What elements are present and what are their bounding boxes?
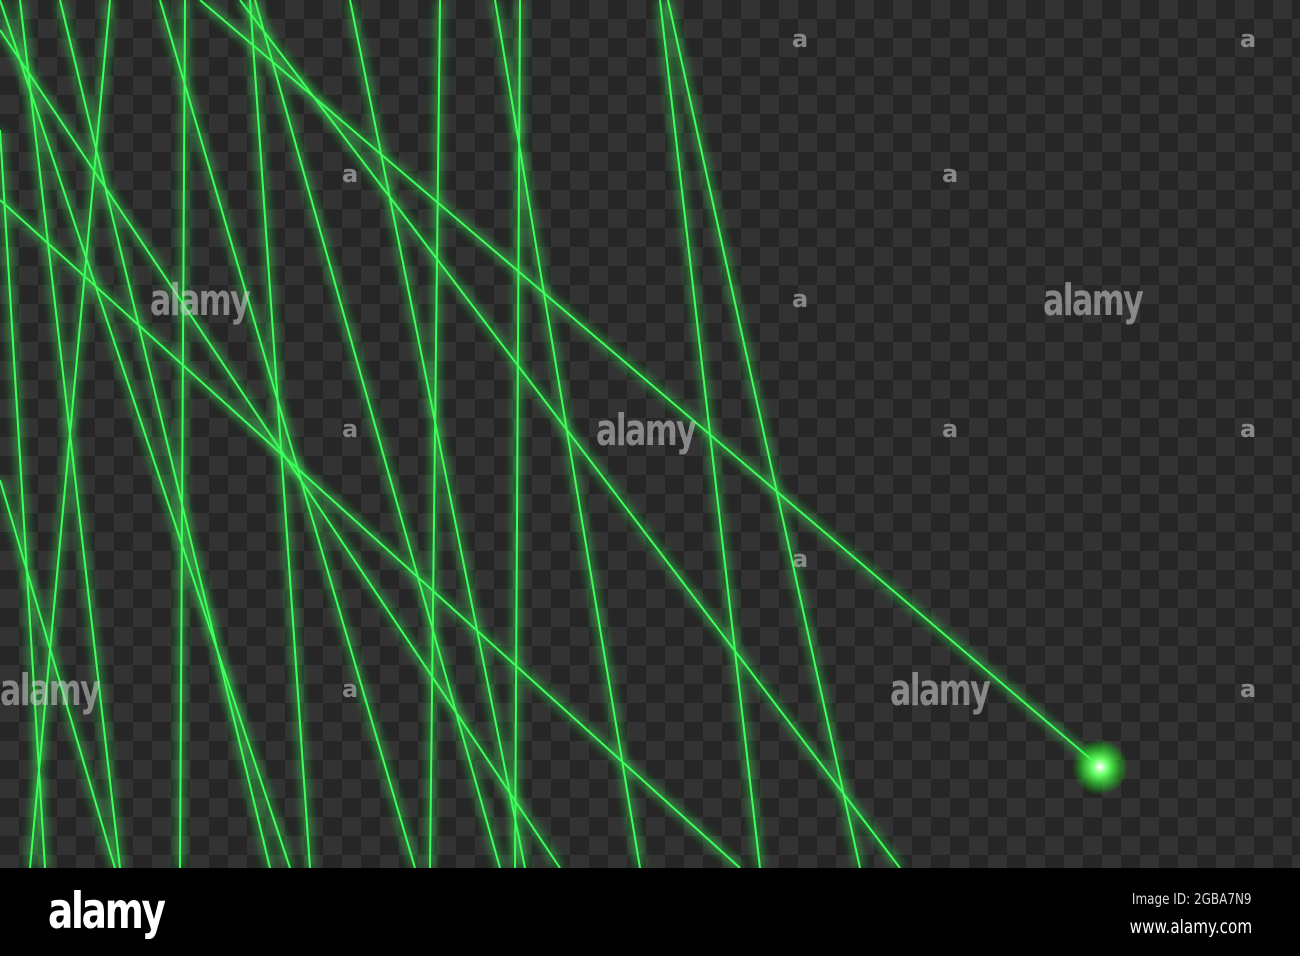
watermark: alamy bbox=[890, 665, 991, 716]
watermark-symbol: a bbox=[942, 160, 959, 188]
image-id: Image ID: 2GBA7N9 bbox=[1132, 890, 1252, 908]
watermark-symbol: a bbox=[792, 285, 809, 313]
watermark-symbol: a bbox=[1240, 675, 1257, 703]
watermark-symbol: a bbox=[792, 25, 809, 53]
laser-beam bbox=[29, 0, 111, 868]
laser-beam bbox=[349, 0, 526, 868]
laser-dot bbox=[1072, 739, 1128, 795]
laser-beam bbox=[249, 0, 311, 868]
laser-beam bbox=[254, 0, 501, 868]
laser-beam bbox=[0, 0, 291, 868]
watermark-symbol: a bbox=[792, 545, 809, 573]
laser-beam bbox=[0, 29, 561, 868]
laser-beam bbox=[0, 199, 741, 868]
laser-beam bbox=[179, 0, 186, 868]
laser-beam bbox=[59, 0, 271, 868]
watermark-symbol: a bbox=[942, 415, 959, 443]
laser-beam bbox=[667, 0, 861, 868]
watermark: alamy bbox=[596, 405, 697, 456]
laser-beam bbox=[159, 0, 416, 868]
laser-artwork: alamy alamy alamy alamy alamy a a a a a a a a a a a bbox=[0, 0, 1300, 868]
site-url: www.alamy.com bbox=[1129, 916, 1252, 938]
laser-beam bbox=[429, 0, 441, 868]
alamy-logo: alamy bbox=[48, 882, 166, 940]
watermark-symbol: a bbox=[342, 415, 359, 443]
watermark: alamy bbox=[150, 275, 251, 326]
laser-beam bbox=[239, 0, 901, 868]
watermark: alamy bbox=[0, 665, 101, 716]
footer-bar: alamy Image ID: 2GBA7N9 www.alamy.com bbox=[0, 868, 1300, 956]
watermark: alamy bbox=[1043, 275, 1144, 326]
laser-beam bbox=[514, 0, 521, 868]
laser-beam bbox=[199, 0, 1101, 768]
watermark-symbol: a bbox=[342, 160, 359, 188]
watermark-symbol: a bbox=[1240, 25, 1257, 53]
laser-beam bbox=[0, 479, 116, 868]
watermark-symbol: a bbox=[1240, 415, 1257, 443]
laser-beam bbox=[0, 129, 46, 868]
laser-beams bbox=[0, 0, 1128, 868]
watermark-symbol: a bbox=[342, 675, 359, 703]
